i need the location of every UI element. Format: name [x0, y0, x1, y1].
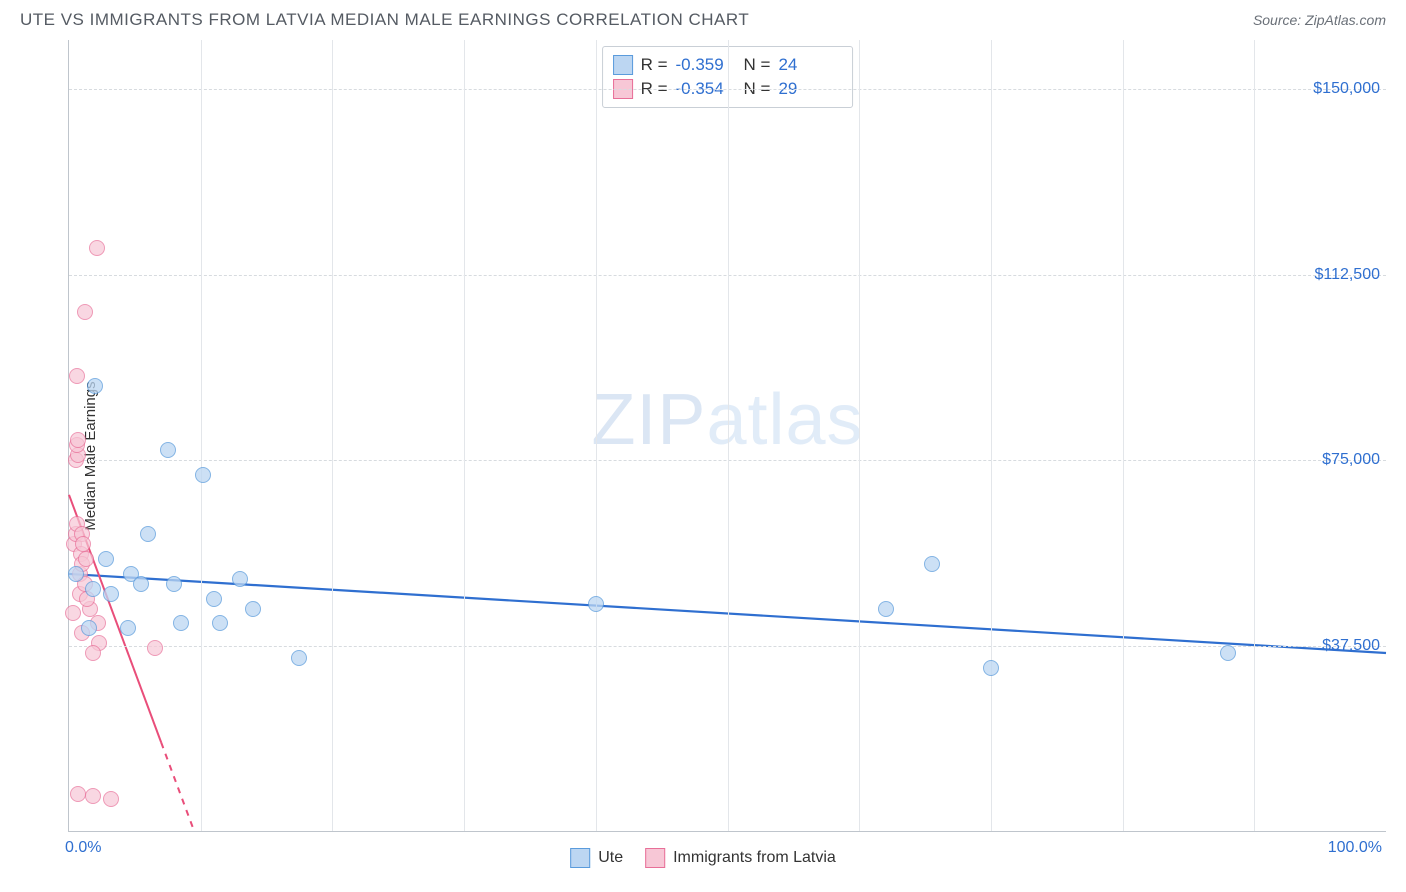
series-name-ute: Ute — [598, 849, 623, 867]
gridline-v — [991, 40, 992, 831]
y-tick-label: $75,000 — [1322, 451, 1380, 469]
data-point-ute — [166, 576, 182, 592]
n-value-ute: 24 — [778, 55, 838, 75]
series-name-latvia: Immigrants from Latvia — [673, 849, 836, 867]
data-point-latvia — [75, 536, 91, 552]
data-point-latvia — [89, 240, 105, 256]
data-point-latvia — [70, 786, 86, 802]
data-point-ute — [1220, 645, 1236, 661]
gridline-v — [332, 40, 333, 831]
data-point-ute — [120, 620, 136, 636]
data-point-ute — [588, 596, 604, 612]
data-point-ute — [878, 601, 894, 617]
x-axis-max-label: 100.0% — [1328, 839, 1382, 857]
gridline-v — [201, 40, 202, 831]
n-label: N = — [744, 55, 771, 75]
source-link[interactable]: ZipAtlas.com — [1305, 12, 1386, 28]
series-legend: Ute Immigrants from Latvia — [570, 848, 836, 868]
swatch-latvia — [645, 848, 665, 868]
data-point-ute — [195, 467, 211, 483]
legend-item-latvia: Immigrants from Latvia — [645, 848, 836, 868]
data-point-ute — [85, 581, 101, 597]
source-prefix: Source: — [1253, 12, 1305, 28]
chart-title: UTE VS IMMIGRANTS FROM LATVIA MEDIAN MAL… — [20, 10, 749, 30]
r-label: R = — [641, 55, 668, 75]
data-point-ute — [291, 650, 307, 666]
legend-item-ute: Ute — [570, 848, 623, 868]
x-axis-min-label: 0.0% — [65, 839, 101, 857]
data-point-latvia — [77, 304, 93, 320]
gridline-v — [1123, 40, 1124, 831]
data-point-ute — [983, 660, 999, 676]
data-point-ute — [87, 378, 103, 394]
data-point-ute — [160, 442, 176, 458]
data-point-latvia — [65, 605, 81, 621]
data-point-latvia — [147, 640, 163, 656]
gridline-v — [728, 40, 729, 831]
data-point-latvia — [70, 432, 86, 448]
y-tick-label: $112,500 — [1314, 266, 1380, 284]
data-point-ute — [103, 586, 119, 602]
data-point-ute — [245, 601, 261, 617]
data-point-ute — [68, 566, 84, 582]
data-point-ute — [173, 615, 189, 631]
data-point-ute — [206, 591, 222, 607]
data-point-ute — [140, 526, 156, 542]
data-point-ute — [232, 571, 248, 587]
chart-container: Median Male Earnings ZIPatlas R = -0.359… — [20, 40, 1386, 872]
legend-row-ute: R = -0.359 N = 24 — [613, 53, 839, 77]
data-point-latvia — [85, 645, 101, 661]
gridline-v — [1254, 40, 1255, 831]
gridline-v — [859, 40, 860, 831]
y-tick-label: $150,000 — [1313, 80, 1380, 98]
r-value-ute: -0.359 — [676, 55, 736, 75]
data-point-ute — [98, 551, 114, 567]
gridline-v — [464, 40, 465, 831]
gridline-v — [596, 40, 597, 831]
swatch-ute — [613, 55, 633, 75]
data-point-ute — [924, 556, 940, 572]
data-point-ute — [212, 615, 228, 631]
header: UTE VS IMMIGRANTS FROM LATVIA MEDIAN MAL… — [0, 0, 1406, 36]
data-point-ute — [81, 620, 97, 636]
data-point-latvia — [103, 791, 119, 807]
data-point-latvia — [69, 368, 85, 384]
data-point-latvia — [78, 551, 94, 567]
y-tick-label: $37,500 — [1322, 637, 1380, 655]
swatch-ute — [570, 848, 590, 868]
source-attribution: Source: ZipAtlas.com — [1253, 12, 1386, 28]
data-point-ute — [133, 576, 149, 592]
plot-area: ZIPatlas R = -0.359 N = 24 R = -0.354 N … — [68, 40, 1386, 832]
data-point-latvia — [85, 788, 101, 804]
